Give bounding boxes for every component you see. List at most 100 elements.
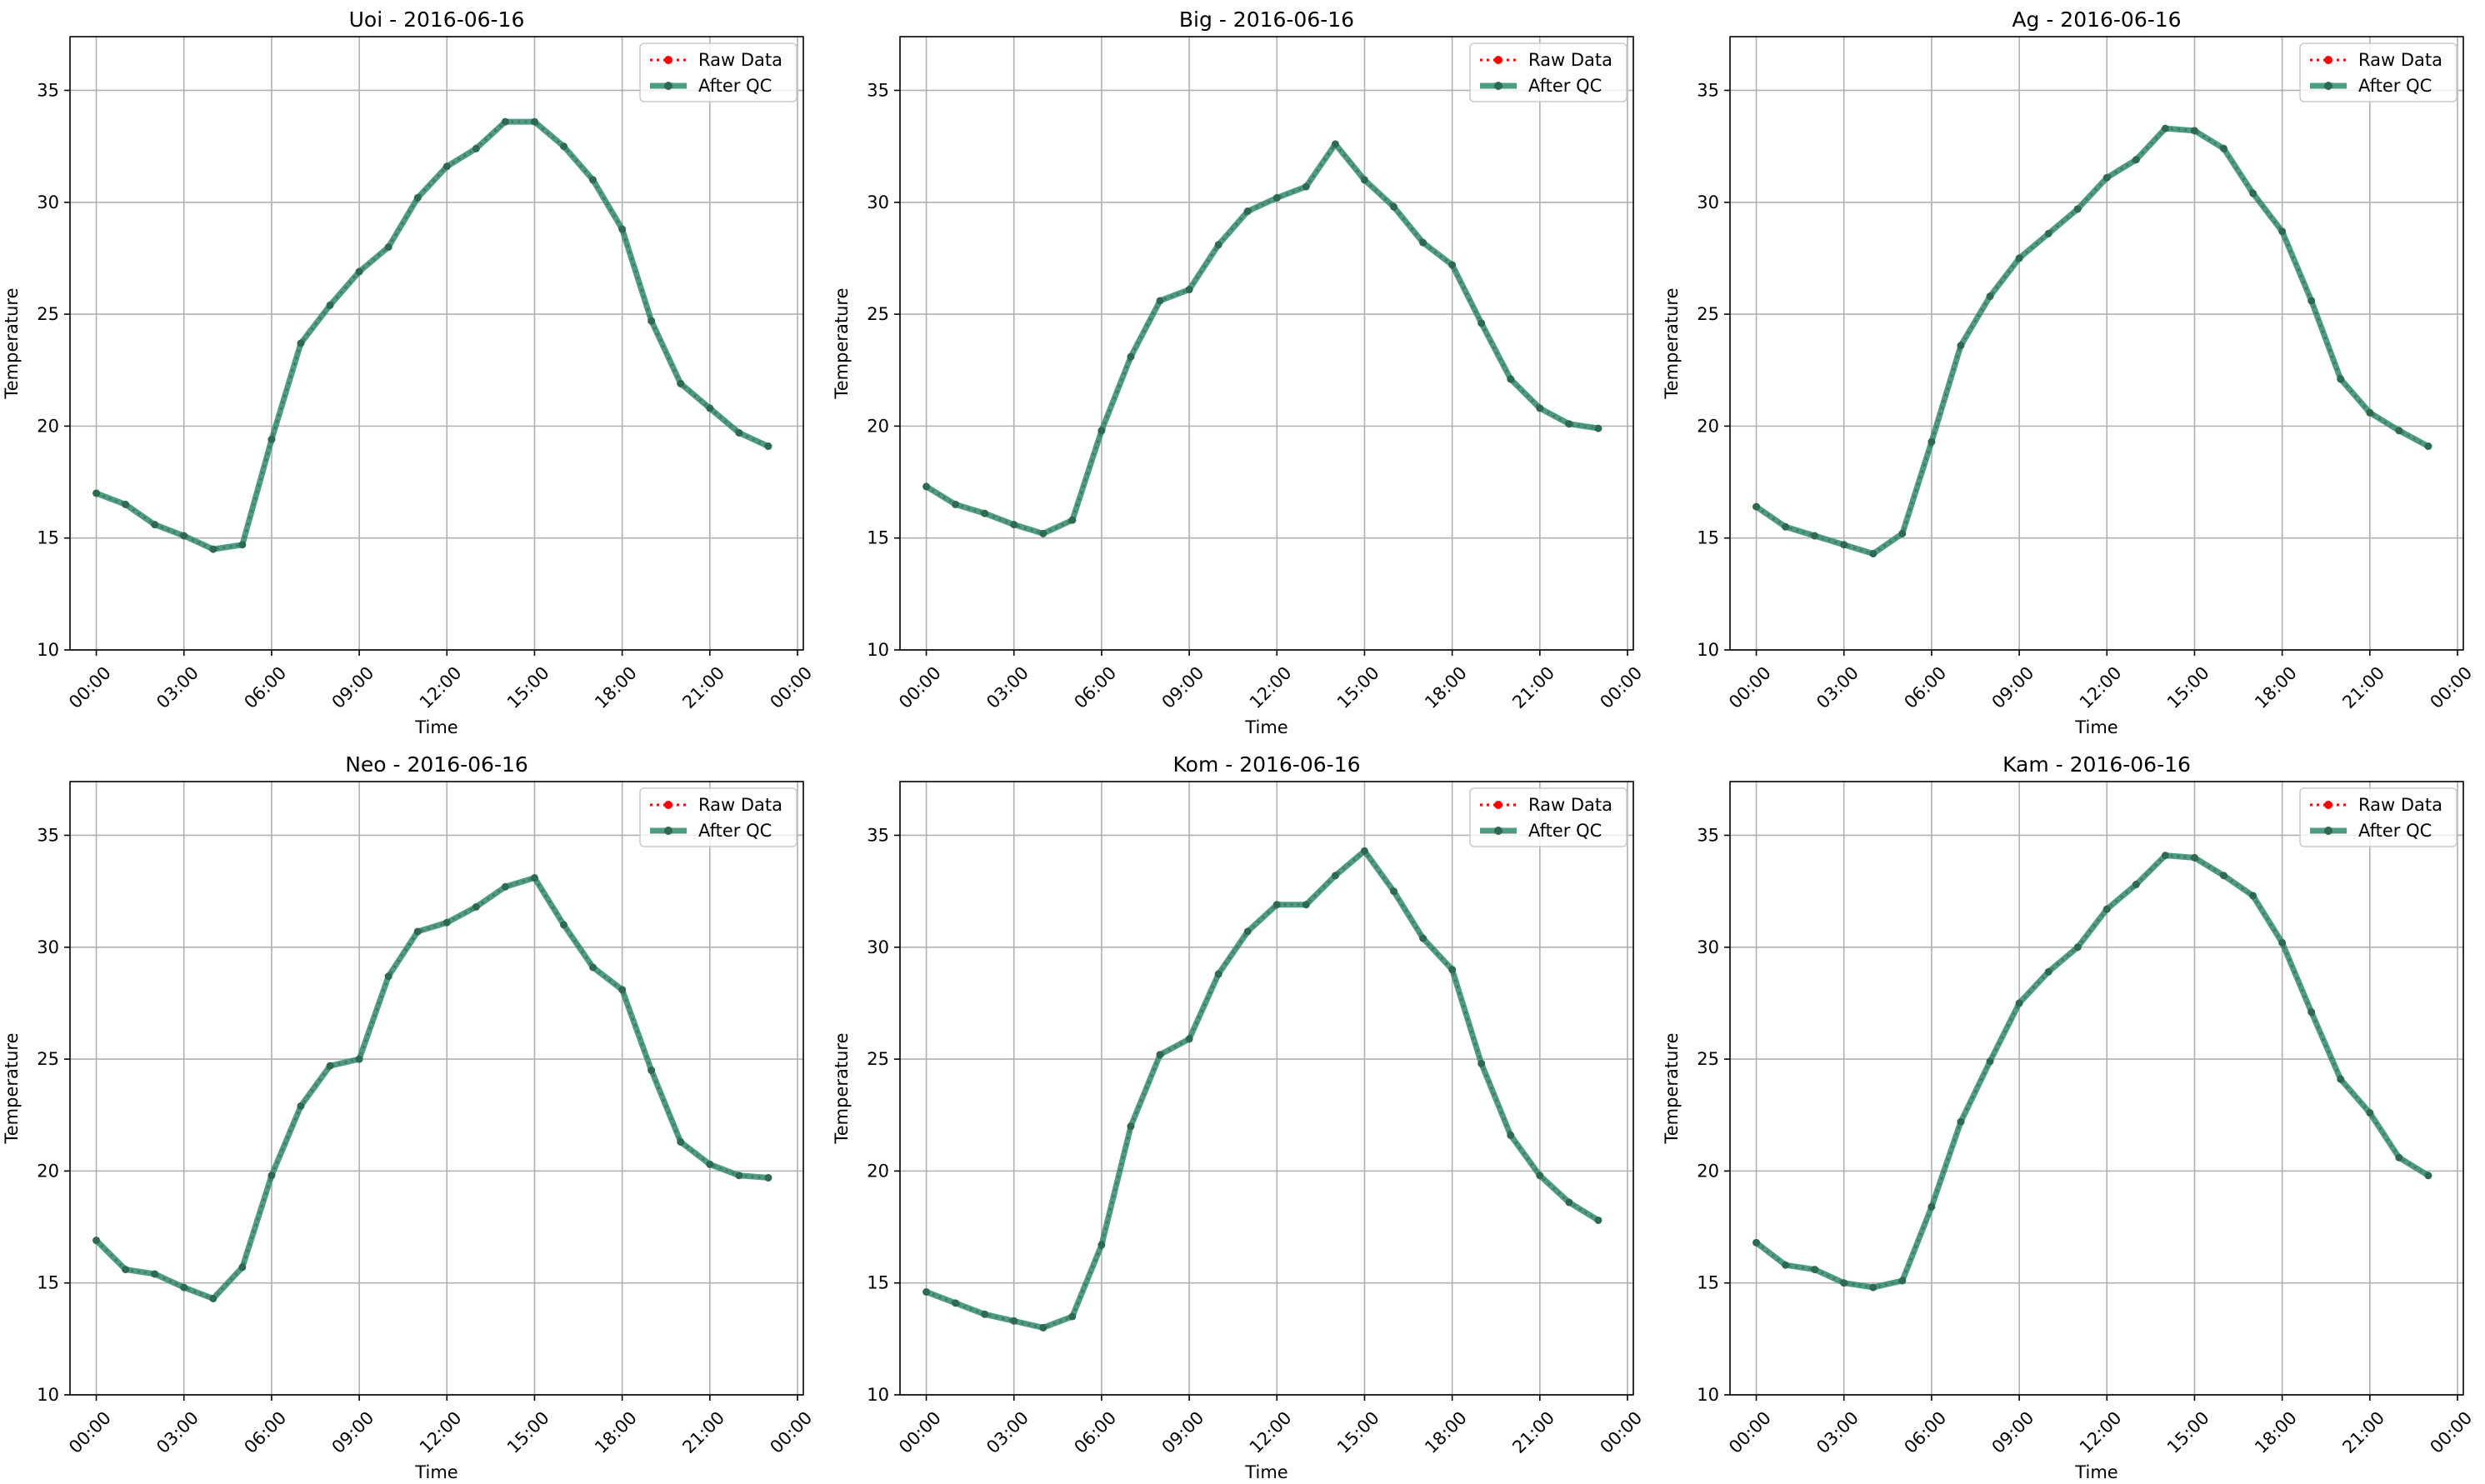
- legend-qc-marker: [664, 82, 672, 90]
- after-qc-point: [1536, 1172, 1544, 1180]
- after-qc-point: [2337, 1075, 2345, 1083]
- after-qc-point: [1331, 140, 1339, 148]
- x-axis-label: Time: [1244, 717, 1288, 737]
- after-qc-point: [2220, 144, 2228, 152]
- y-tick-label: 35: [37, 825, 59, 845]
- chart-title: Big - 2016-06-16: [1179, 7, 1354, 32]
- y-axis-label: Temperature: [832, 1032, 852, 1144]
- y-tick-label: 10: [867, 1385, 889, 1405]
- after-qc-point: [209, 545, 218, 553]
- after-qc-point: [1448, 966, 1457, 974]
- legend-raw-label: Raw Data: [1528, 795, 1612, 815]
- y-axis-label: Temperature: [2, 287, 22, 399]
- legend-qc-marker: [2324, 827, 2332, 835]
- y-tick-label: 30: [1697, 937, 1719, 957]
- after-qc-point: [238, 1263, 247, 1272]
- after-qc-point: [1243, 207, 1252, 216]
- after-qc-point: [2102, 173, 2111, 182]
- y-tick-label: 15: [1697, 1273, 1719, 1293]
- after-qc-point: [2366, 408, 2374, 417]
- y-tick-label: 30: [867, 937, 889, 957]
- after-qc-point: [151, 521, 159, 529]
- after-qc-point: [501, 882, 509, 891]
- y-tick-label: 35: [1697, 80, 1719, 100]
- legend-raw-label: Raw Data: [698, 795, 782, 815]
- after-qc-point: [677, 379, 685, 387]
- legend-raw-marker: [664, 801, 672, 809]
- plot-frame: [69, 36, 804, 651]
- after-qc-point: [2015, 254, 2023, 262]
- y-tick-label: 35: [867, 825, 889, 845]
- legend-qc-label: After QC: [1528, 76, 1602, 96]
- after-qc-point: [589, 963, 598, 972]
- after-qc-point: [384, 242, 392, 251]
- chart-title: Kom - 2016-06-16: [1173, 752, 1361, 777]
- plot-frame: [1729, 36, 2464, 651]
- after-qc-point: [1127, 1122, 1135, 1131]
- x-axis-label: Time: [2074, 1462, 2118, 1482]
- after-qc-point: [560, 921, 568, 929]
- after-qc-point: [981, 1310, 989, 1318]
- chart-title: Neo - 2016-06-16: [345, 752, 528, 777]
- legend-raw-label: Raw Data: [698, 50, 782, 70]
- y-axis-label: Temperature: [2, 1032, 22, 1144]
- y-tick-label: 25: [1697, 304, 1719, 324]
- y-tick-label: 35: [37, 80, 59, 100]
- y-tick-label: 20: [1697, 416, 1719, 436]
- after-qc-point: [2308, 297, 2316, 305]
- y-tick-label: 35: [867, 80, 889, 100]
- after-qc-point: [764, 442, 772, 451]
- legend-raw-marker: [1494, 56, 1502, 64]
- after-qc-point: [2278, 938, 2287, 947]
- y-tick-label: 25: [867, 304, 889, 324]
- legend-raw-marker: [2324, 801, 2332, 809]
- legend-raw-label: Raw Data: [2358, 795, 2442, 815]
- after-qc-point: [180, 532, 188, 540]
- after-qc-point: [297, 339, 305, 347]
- after-qc-line: [1754, 852, 2430, 1291]
- y-tick-label: 20: [1697, 1161, 1719, 1181]
- after-qc-point: [1039, 1323, 1048, 1332]
- y-tick-label: 15: [37, 528, 59, 548]
- y-tick-label: 10: [37, 640, 59, 660]
- y-tick-label: 10: [1697, 640, 1719, 660]
- after-qc-point: [2220, 872, 2228, 880]
- after-qc-point: [326, 1062, 334, 1070]
- after-qc-point: [472, 144, 480, 152]
- y-tick-label: 30: [1697, 192, 1719, 212]
- after-qc-point: [1928, 1202, 1936, 1211]
- y-tick-label: 20: [867, 416, 889, 436]
- x-axis-label: Time: [1244, 1462, 1288, 1482]
- after-qc-point: [2337, 375, 2345, 383]
- after-qc-point: [1214, 241, 1222, 249]
- after-qc-point: [268, 1172, 276, 1180]
- after-qc-point: [92, 489, 101, 497]
- after-qc-line: [94, 875, 769, 1302]
- after-qc-point: [1957, 1117, 1965, 1126]
- after-qc-point: [472, 902, 480, 911]
- after-qc-point: [1957, 342, 1965, 350]
- after-qc-line: [1754, 125, 2430, 557]
- after-qc-point: [530, 874, 538, 882]
- y-axis-label: Temperature: [1662, 287, 1682, 399]
- after-qc-point: [1782, 1261, 1790, 1269]
- after-qc-point: [1272, 901, 1281, 909]
- y-tick-label: 20: [867, 1161, 889, 1181]
- after-qc-point: [1840, 541, 1848, 549]
- after-qc-point: [180, 1283, 188, 1292]
- y-tick-label: 30: [37, 937, 59, 957]
- after-qc-point: [589, 176, 598, 184]
- legend-qc-label: After QC: [698, 76, 772, 96]
- after-qc-point: [122, 1266, 130, 1274]
- x-axis-label: Time: [2074, 717, 2118, 737]
- after-qc-point: [2249, 189, 2258, 197]
- after-qc-point: [413, 193, 422, 202]
- legend-qc-marker: [1494, 827, 1502, 835]
- after-qc-point: [2044, 967, 2052, 976]
- after-qc-point: [1010, 1317, 1018, 1325]
- legend-qc-label: After QC: [2358, 76, 2432, 96]
- after-qc-point: [501, 117, 509, 126]
- chart-title: Kam - 2016-06-16: [2002, 752, 2191, 777]
